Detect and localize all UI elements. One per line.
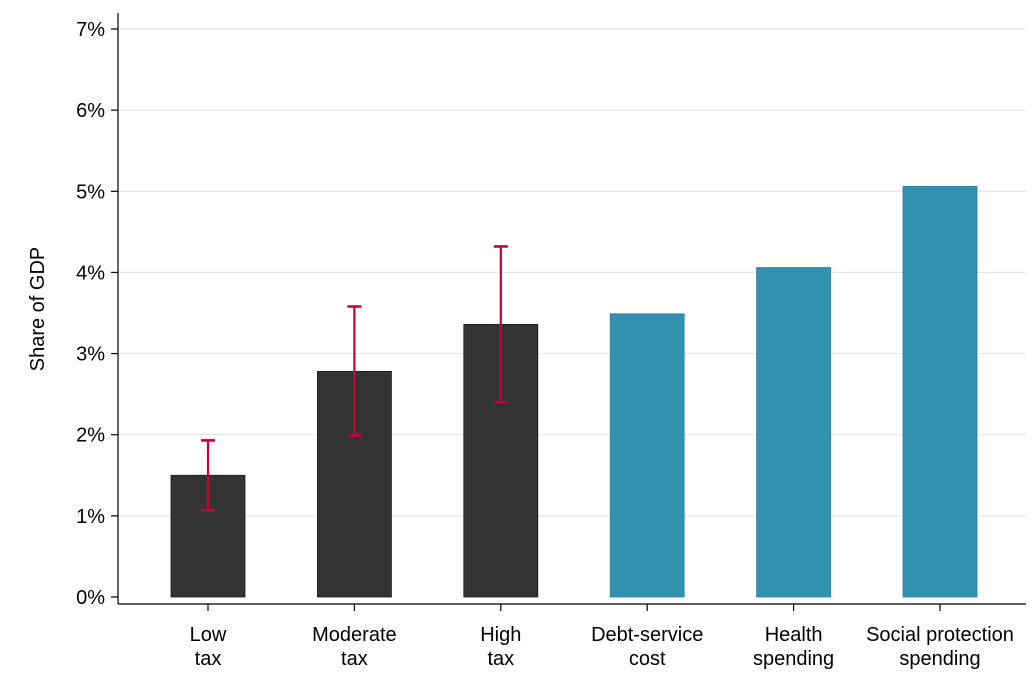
bar	[609, 313, 685, 598]
x-tick-label: cost	[629, 648, 666, 670]
bars	[170, 186, 978, 598]
y-tick-label: 7%	[76, 19, 105, 41]
bar	[756, 267, 831, 598]
x-tick-label: Social protection	[866, 624, 1014, 646]
x-tick-label: Low	[190, 624, 227, 646]
y-tick-label: 2%	[76, 425, 105, 447]
y-tick-label: 4%	[76, 262, 105, 284]
y-tick-label: 1%	[76, 506, 105, 528]
error-bars	[201, 245, 508, 512]
x-tick-label: High	[480, 624, 521, 646]
x-tick-label: tax	[195, 648, 222, 670]
x-tick-label: spending	[899, 648, 980, 670]
y-tick-label: 6%	[76, 100, 105, 122]
axes: 0%1%2%3%4%5%6%7%LowtaxModeratetaxHightax…	[76, 13, 1026, 670]
x-tick-label: spending	[753, 648, 834, 670]
x-tick-label: tax	[487, 648, 514, 670]
y-tick-label: 3%	[76, 344, 105, 366]
gridlines	[118, 28, 1026, 517]
y-tick-label: 5%	[76, 181, 105, 203]
x-tick-label: Debt-service	[591, 624, 703, 646]
y-axis-label: Share of GDP	[27, 247, 49, 372]
x-tick-label: Health	[765, 624, 823, 646]
bar	[902, 186, 978, 598]
y-tick-label: 0%	[76, 587, 105, 609]
x-tick-label: tax	[341, 648, 368, 670]
x-tick-label: Moderate	[312, 624, 397, 646]
